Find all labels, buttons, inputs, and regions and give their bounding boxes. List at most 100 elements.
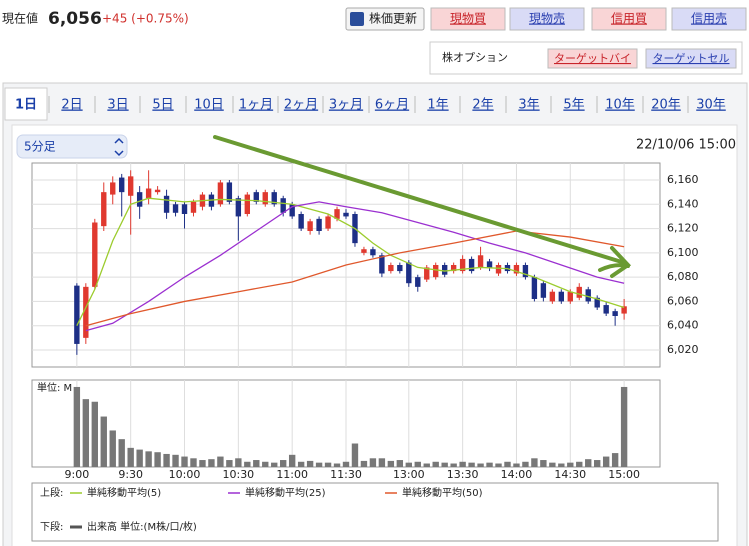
candle-body bbox=[289, 204, 295, 217]
candle-body bbox=[110, 182, 116, 195]
tab[interactable]: 30年 bbox=[696, 98, 726, 113]
candle-body bbox=[298, 214, 304, 229]
candle-body bbox=[567, 291, 573, 302]
tab[interactable]: 5年 bbox=[563, 98, 584, 113]
tab[interactable]: 2日 bbox=[61, 98, 82, 113]
candle-body bbox=[217, 182, 224, 205]
volume-bar bbox=[396, 460, 404, 467]
volume-bar bbox=[154, 452, 161, 467]
price: 6,056 bbox=[48, 9, 102, 29]
volume-bar bbox=[522, 461, 529, 467]
volume-bar bbox=[262, 461, 269, 467]
volume-bar bbox=[495, 463, 502, 467]
x-tick-label: 9:30 bbox=[118, 468, 143, 481]
volume-bar bbox=[118, 439, 125, 467]
trade-button[interactable] bbox=[591, 7, 667, 31]
volume-bar bbox=[549, 462, 556, 467]
candle-body bbox=[370, 249, 376, 256]
refresh-button[interactable]: 株価更新 bbox=[345, 7, 425, 31]
tab[interactable]: 20年 bbox=[651, 98, 681, 113]
trade-button[interactable] bbox=[671, 7, 747, 31]
price-change: +45 (+0.75%) bbox=[102, 12, 189, 26]
candle-body bbox=[325, 216, 331, 229]
candle-body bbox=[424, 267, 430, 280]
candle-body bbox=[343, 212, 349, 217]
tab[interactable]: 2ヶ月 bbox=[284, 98, 318, 113]
tab[interactable]: 1日 bbox=[15, 98, 37, 113]
volume-bar bbox=[280, 460, 287, 467]
tab[interactable]: 10日 bbox=[194, 98, 224, 113]
candle-body bbox=[468, 258, 475, 272]
tab[interactable]: 2年 bbox=[472, 98, 493, 113]
volume-bar bbox=[611, 453, 619, 467]
candle-body bbox=[235, 198, 242, 217]
candle-body bbox=[262, 192, 268, 205]
candle-body bbox=[307, 221, 313, 231]
price-label: 現在値 bbox=[2, 11, 38, 26]
volume-bar bbox=[387, 460, 395, 467]
option-button[interactable] bbox=[547, 48, 638, 69]
interval-select[interactable]: 5分足 bbox=[16, 134, 128, 159]
legend-lower: 下段: bbox=[40, 520, 63, 533]
datetime: 22/10/06 15:00 bbox=[636, 138, 736, 153]
candle-body bbox=[253, 192, 259, 202]
volume-bar bbox=[378, 458, 386, 467]
tab[interactable]: 3ヶ月 bbox=[329, 98, 363, 113]
candle-body bbox=[441, 265, 448, 275]
tab[interactable]: 1ヶ月 bbox=[239, 98, 273, 113]
volume-bar bbox=[253, 460, 260, 467]
legend-box bbox=[31, 482, 719, 542]
y-tick-label: 6,100 bbox=[667, 246, 699, 259]
volume-bar bbox=[486, 462, 493, 467]
trade-button-label: 現物買 bbox=[450, 12, 486, 26]
volume-bar bbox=[235, 458, 242, 467]
y-tick-label: 6,040 bbox=[667, 319, 699, 332]
candle-body bbox=[379, 255, 385, 274]
volume-bar bbox=[513, 463, 520, 467]
trade-button[interactable] bbox=[430, 7, 506, 31]
x-tick-label: 13:30 bbox=[447, 468, 479, 481]
tab[interactable]: 3日 bbox=[107, 98, 128, 113]
moving-average bbox=[85, 201, 625, 332]
tab[interactable]: 5日 bbox=[152, 98, 173, 113]
candle-body bbox=[127, 176, 134, 196]
candle-body bbox=[92, 222, 98, 287]
x-tick-label: 13:00 bbox=[393, 468, 425, 481]
volume-bar bbox=[602, 456, 610, 467]
volume-bar bbox=[405, 462, 412, 467]
legend-volume: 出来高 単位:(M株/口/枚) bbox=[87, 520, 197, 533]
tab[interactable]: 1年 bbox=[427, 98, 448, 113]
candle-body bbox=[522, 265, 529, 278]
volume-bar bbox=[244, 461, 251, 467]
tab[interactable]: 3年 bbox=[518, 98, 539, 113]
candle-body bbox=[83, 286, 89, 338]
volume-bar bbox=[73, 386, 81, 467]
candle-body bbox=[406, 262, 412, 284]
candle-body bbox=[540, 283, 547, 298]
candle-body bbox=[594, 297, 600, 308]
volume-bar bbox=[620, 386, 628, 467]
trade-button[interactable] bbox=[509, 7, 585, 31]
candle-body bbox=[119, 177, 125, 193]
tab-selected[interactable] bbox=[4, 87, 48, 121]
volume-bar bbox=[100, 416, 107, 467]
option-button[interactable] bbox=[645, 48, 737, 69]
option-button-label: ターゲットバイ bbox=[554, 52, 631, 65]
volume-bar bbox=[91, 401, 98, 467]
volume-bar bbox=[199, 460, 206, 467]
volume-bar bbox=[181, 456, 188, 467]
candle-body bbox=[181, 204, 188, 214]
y-tick-label: 6,140 bbox=[667, 197, 699, 210]
volume-bar bbox=[585, 459, 592, 467]
volume-unit: 単位: M bbox=[37, 381, 72, 394]
candle-body bbox=[388, 265, 394, 272]
volume-bar bbox=[297, 461, 305, 467]
volume-bar bbox=[423, 463, 430, 467]
volume-bar bbox=[271, 462, 278, 467]
tab[interactable]: 6ヶ月 bbox=[375, 98, 409, 113]
tab[interactable]: 10年 bbox=[605, 98, 635, 113]
x-tick-label: 15:00 bbox=[608, 468, 640, 481]
volume-bar bbox=[459, 461, 466, 467]
